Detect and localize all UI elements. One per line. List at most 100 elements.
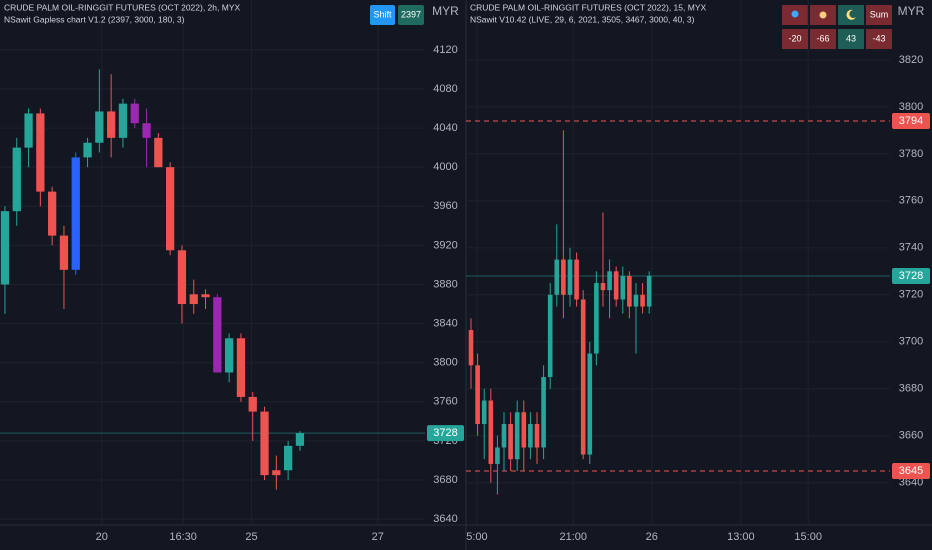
candle-body <box>468 330 474 366</box>
y-tick-label: 3800 <box>433 357 457 369</box>
candle-body <box>59 235 69 270</box>
candle-body <box>646 276 652 307</box>
candle-body <box>574 259 579 300</box>
candle-body <box>607 271 612 291</box>
x-tick-label: 5:00 <box>466 531 487 543</box>
button-label[interactable]: 2397 <box>401 9 421 19</box>
icon <box>846 9 856 20</box>
table-value: -43 <box>872 33 885 43</box>
candle-body <box>567 259 573 295</box>
candle-body <box>83 142 92 158</box>
button[interactable] <box>370 5 395 25</box>
y-tick-label: 3760 <box>899 195 923 207</box>
table-value: -66 <box>816 33 829 43</box>
axis-unit: MYR <box>898 4 925 18</box>
candle-body <box>541 377 546 448</box>
candle-body <box>488 400 494 464</box>
y-tick-label: 3800 <box>899 101 923 113</box>
price-label-box <box>892 112 930 129</box>
y-tick-label: 3840 <box>433 318 457 330</box>
candle-body <box>627 276 632 307</box>
candle-body <box>508 423 513 460</box>
icon <box>791 10 799 18</box>
axis-unit: MYR <box>432 4 459 18</box>
candle-body <box>495 447 500 464</box>
price-label: 3645 <box>899 465 923 477</box>
button[interactable] <box>398 5 424 25</box>
candle-body <box>640 294 645 307</box>
icon <box>819 11 827 19</box>
candle-body <box>154 137 163 168</box>
table-cell <box>866 5 892 25</box>
x-tick-label: 13:00 <box>727 531 755 543</box>
button-label[interactable]: Shift <box>373 9 392 19</box>
x-tick-label: 21:00 <box>560 531 588 543</box>
x-tick-label: 26 <box>646 531 658 543</box>
chart-title: CRUDE PALM OIL-RINGGIT FUTURES (OCT 2022… <box>470 2 706 12</box>
chart-title: CRUDE PALM OIL-RINGGIT FUTURES (OCT 2022… <box>4 2 240 12</box>
candle-body <box>236 338 246 397</box>
candle-body <box>213 297 222 373</box>
candle-body <box>225 338 234 373</box>
candle-body <box>48 191 57 236</box>
candle-body <box>514 412 520 460</box>
last-price-box <box>892 268 930 285</box>
candle-body <box>521 412 527 448</box>
candle-body <box>561 259 566 295</box>
candle-body <box>594 283 599 354</box>
table-icons <box>782 5 864 25</box>
y-tick-label: 4080 <box>433 83 457 95</box>
table-cell <box>782 29 808 49</box>
candle-body <box>107 111 116 138</box>
candle-body <box>166 167 175 251</box>
candle-body <box>295 433 305 446</box>
candle-body <box>71 157 80 270</box>
price-label: 3794 <box>899 115 923 127</box>
x-tick-label: 27 <box>372 531 384 543</box>
candle-body <box>481 400 487 424</box>
candle-body <box>600 283 606 291</box>
candle-body <box>248 396 257 412</box>
candle-body <box>177 250 187 305</box>
y-tick-label: 4000 <box>433 161 457 173</box>
y-tick-label: 3660 <box>899 430 923 442</box>
y-tick-label: 3880 <box>433 278 457 290</box>
last-price-box <box>427 425 464 442</box>
table-value: 43 <box>846 33 856 43</box>
candle-body <box>613 271 619 300</box>
x-tick-label: 16:30 <box>169 531 197 543</box>
candle-body <box>260 411 269 476</box>
candle-body <box>620 276 626 300</box>
y-tick-label: 3920 <box>433 239 457 251</box>
x-tick-label: 15:00 <box>794 531 822 543</box>
y-tick-label: 3640 <box>433 513 457 525</box>
candle-body <box>633 294 639 307</box>
x-tick-label: 20 <box>96 531 108 543</box>
y-tick-label: 3640 <box>899 477 923 489</box>
candle-body <box>547 294 553 378</box>
table-value: -20 <box>788 33 801 43</box>
candle-body <box>475 365 480 424</box>
table-cell <box>838 29 864 49</box>
table-cell <box>838 5 864 25</box>
table-header: Sum <box>870 9 889 19</box>
candle-body <box>142 123 151 138</box>
candle-body <box>36 113 45 192</box>
candle-body <box>189 294 198 305</box>
y-tick-label: 4040 <box>433 122 457 134</box>
y-tick-label: 3780 <box>899 148 923 160</box>
y-tick-label: 3700 <box>899 336 923 348</box>
candle-body <box>534 423 540 448</box>
candle-body <box>118 103 128 138</box>
chart-subtitle: NSawit Gapless chart V1.2 (2397, 3000, 1… <box>4 14 185 24</box>
x-tick-label: 25 <box>245 531 257 543</box>
y-tick-label: 3740 <box>899 242 923 254</box>
candle-body <box>201 294 210 298</box>
last-price-label: 3728 <box>899 270 923 282</box>
candle-body <box>580 299 586 455</box>
candle-body <box>0 211 10 285</box>
candle-body <box>528 423 533 448</box>
candle-body <box>24 113 33 148</box>
candle-body <box>130 103 139 124</box>
